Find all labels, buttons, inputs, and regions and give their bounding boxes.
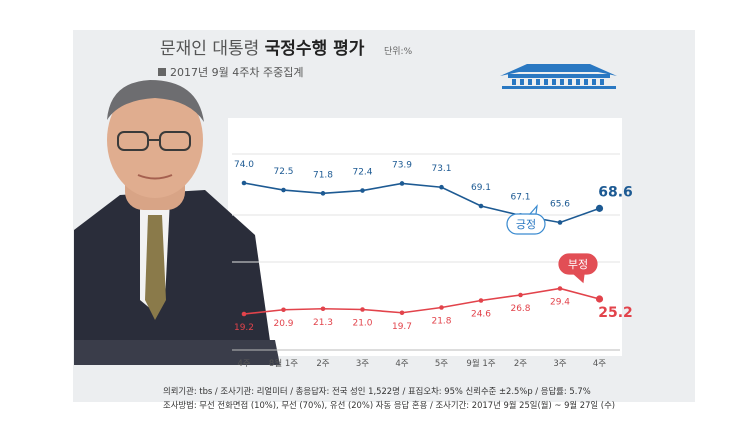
data-label: 65.6 [550,199,570,209]
data-label: 25.2 [598,305,633,321]
legend-callout: 부정 [558,253,598,284]
legend-callout: 긍정 [506,204,546,235]
data-point [360,307,365,312]
data-label: 67.1 [510,192,530,202]
title-plain: 문재인 대통령 [160,39,260,59]
chart-title: 문재인 대통령 국정수행 평가 [160,34,364,59]
x-tick-label: 2주 [514,359,527,369]
data-point [399,310,405,316]
data-label: 69.1 [471,183,491,193]
x-tick-label: 4주 [593,359,606,369]
data-label: 74.0 [234,160,254,170]
x-tick-label: 4주 [237,359,250,369]
legend-label: 긍정 [516,218,536,231]
data-label: 19.2 [234,323,254,333]
tick-layer: 4주 8월 1주 2주 3주 4주 5주 9월 1주 2주 3주 4주 [237,358,606,369]
data-point [320,191,326,196]
data-point [281,307,286,313]
data-label: 19.7 [392,322,412,332]
label-layer: 74.0 72.5 71.8 72.4 73.9 73.1 69.1 67.1 65.6 68.6… [234,160,633,333]
x-tick-label: 9월 1주 [466,358,495,369]
data-label: 29.4 [550,298,570,308]
x-tick-label: 2주 [316,359,329,369]
data-point [595,295,604,303]
legend-tail [572,273,585,284]
legend-label: 부정 [568,258,588,271]
data-label: 72.5 [273,167,293,177]
series-line-negative [243,287,600,315]
footer-line-2: 조사방법: 무선 전화면접 (10%), 무선 (70%), 유선 (20%) … [163,400,616,410]
data-point [439,305,444,310]
footer-line-1: 의뢰기관: tbs / 조사기관: 리얼미터 / 총응답자: 전국 성인 1,5… [163,386,591,396]
data-label: 73.9 [392,160,412,170]
data-point [399,181,405,186]
x-tick-label: 4주 [395,359,408,369]
data-point [478,203,484,209]
data-label: 73.1 [431,164,451,174]
data-label: 21.3 [313,318,333,328]
data-label: 26.8 [510,304,530,314]
data-point [518,292,523,298]
series-line-positive [243,182,600,224]
data-point [241,311,247,317]
series-layer [241,180,604,317]
x-tick-label: 5주 [435,359,448,369]
x-tick-label: 8월 1주 [269,358,298,369]
data-point [360,188,365,193]
legend-tail [528,204,538,215]
grid-lines [232,153,620,351]
data-point [557,220,563,225]
x-tick-label: 3주 [356,359,369,369]
data-label: 68.6 [598,184,633,200]
data-label: 21.8 [431,317,451,327]
plot-area [228,118,622,356]
data-label: 20.9 [273,319,293,329]
bullet-square-icon [158,68,166,76]
legend-bubble [506,213,546,235]
subtitle-text: 2017년 9월 4주차 주중집계 [170,66,304,79]
data-point [281,187,286,193]
data-label: 24.6 [471,310,491,320]
data-label: 21.0 [352,319,372,329]
unit-label: 단위:% [384,47,413,57]
x-tick-label: 3주 [553,359,566,369]
data-point [595,204,604,212]
data-point [478,298,484,303]
president-portrait [74,80,280,365]
data-point [320,306,326,312]
title-bold: 국정수행 평가 [264,39,365,59]
chart-subtitle: 2017년 9월 4주차 주중집계 [158,64,303,80]
data-point [241,180,247,186]
data-label: 71.8 [313,170,333,180]
data-point [439,184,444,190]
blue-house-icon [500,64,617,89]
data-point [557,286,563,291]
data-label: 72.4 [352,168,372,178]
